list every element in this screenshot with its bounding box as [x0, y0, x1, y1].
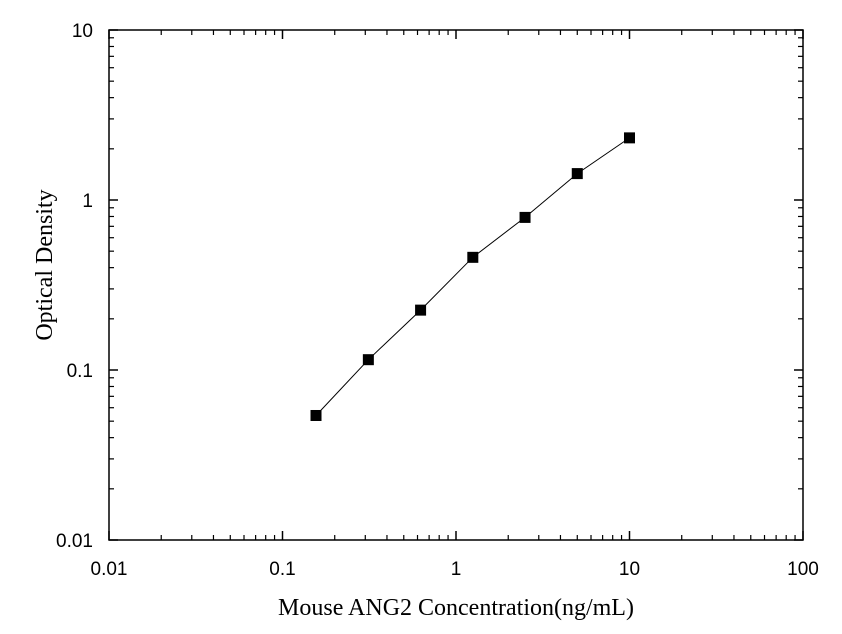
y-tick-label: 0.1 — [67, 361, 93, 382]
y-tick-label: 1 — [82, 191, 93, 212]
x-tick-label: 100 — [787, 559, 819, 580]
data-point — [571, 168, 583, 180]
data-point — [310, 409, 322, 421]
plot-frame — [108, 29, 804, 541]
data-point — [519, 211, 531, 223]
y-axis-title: Optical Density — [32, 189, 58, 340]
data-point — [362, 354, 374, 366]
y-tick-label: 0.01 — [56, 531, 93, 552]
x-tick-label: 0.01 — [91, 559, 128, 580]
x-tick-label: 10 — [619, 559, 640, 580]
data-point — [624, 132, 635, 144]
data-series — [310, 132, 635, 421]
series-line — [315, 137, 630, 416]
axes: 0.01 0.1 1 10 100 0.01 0.1 1 10 — [56, 21, 819, 580]
y-tick-label: 10 — [72, 21, 93, 42]
x-tick-label: 1 — [451, 559, 462, 580]
data-point — [467, 251, 479, 263]
data-point — [415, 304, 427, 316]
x-axis-title: Mouse ANG2 Concentration(ng/mL) — [278, 595, 634, 621]
x-tick-label: 0.1 — [269, 559, 295, 580]
